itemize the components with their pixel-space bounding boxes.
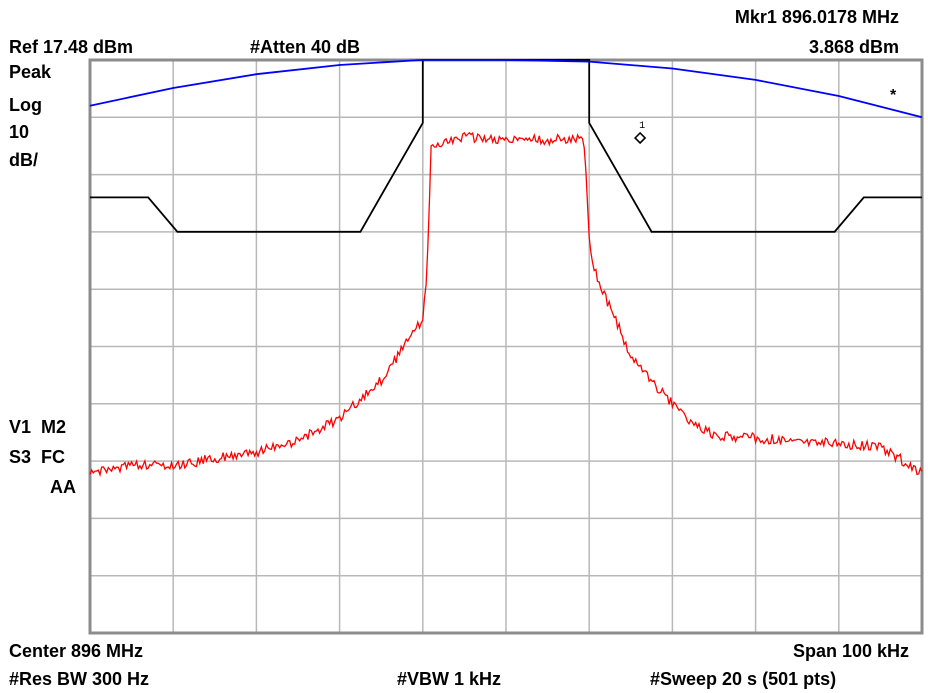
detector-mode: Peak bbox=[9, 62, 52, 82]
video-bandwidth: #VBW 1 kHz bbox=[397, 669, 502, 689]
asterisk-indicator: * bbox=[890, 87, 897, 104]
trace-status-v1-m2: V1 M2 bbox=[9, 417, 67, 437]
marker-layer: 1* bbox=[633, 87, 897, 145]
frequency-span: Span 100 kHz bbox=[792, 641, 909, 661]
trace-status-aa: AA bbox=[50, 477, 76, 497]
reference-trace-line bbox=[89, 59, 923, 119]
graticule bbox=[88, 58, 924, 635]
sweep-time: #Sweep 20 s (501 pts) bbox=[650, 669, 837, 689]
scale-value: 10 bbox=[9, 122, 30, 142]
marker-number-label: 1 bbox=[639, 121, 645, 132]
trace-status-s3-fc: S3 FC bbox=[9, 447, 66, 467]
center-frequency: Center 896 MHz bbox=[9, 641, 144, 661]
marker-frequency-readout: Mkr1 896.0178 MHz bbox=[734, 7, 899, 27]
scale-type: Log bbox=[9, 95, 42, 115]
reference-level: Ref 17.48 dBm bbox=[9, 37, 134, 57]
marker-diamond bbox=[633, 131, 647, 145]
trace-layer bbox=[89, 59, 923, 478]
scale-unit: dB/ bbox=[9, 150, 38, 170]
marker-level-readout: 3.868 dBm bbox=[808, 37, 899, 57]
attenuation: #Atten 40 dB bbox=[250, 37, 361, 57]
resolution-bandwidth: #Res BW 300 Hz bbox=[9, 669, 150, 689]
measured-trace-line bbox=[89, 131, 923, 478]
